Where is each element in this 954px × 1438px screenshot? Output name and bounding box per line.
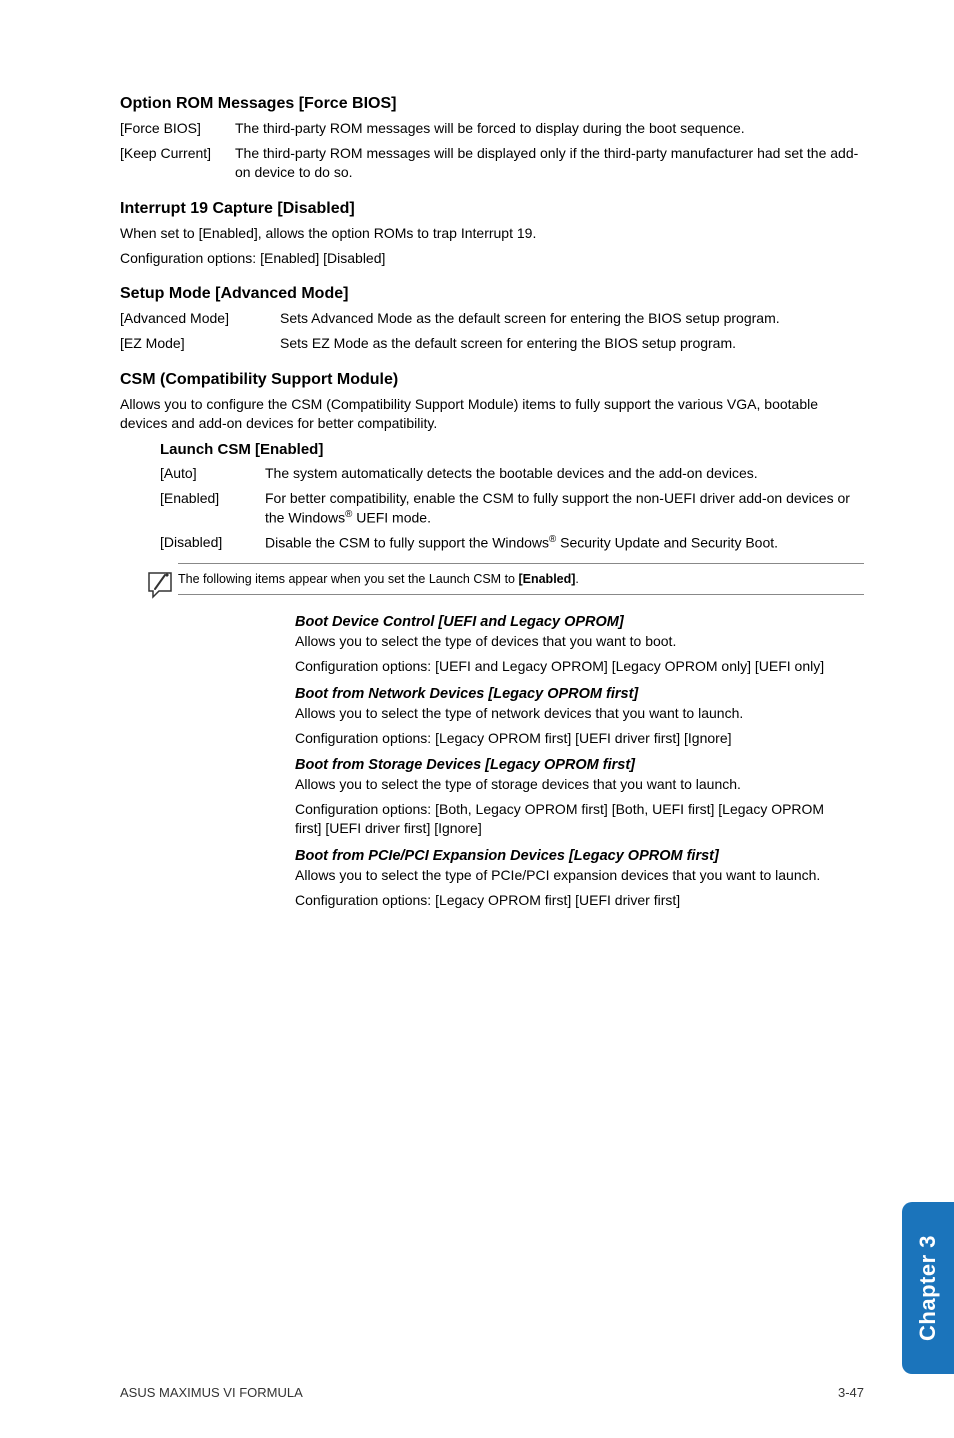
body-text: Configuration options: [Both, Legacy OPR…	[295, 800, 844, 838]
body-text: Allows you to select the type of storage…	[295, 775, 844, 794]
note-text: The following items appear when you set …	[178, 563, 864, 595]
option-value: Sets EZ Mode as the default screen for e…	[280, 334, 864, 353]
body-text: Allows you to configure the CSM (Compati…	[120, 395, 864, 433]
body-text: Configuration options: [Legacy OPROM fir…	[295, 729, 844, 748]
text-part: Security Update and Security Boot.	[556, 535, 778, 551]
option-row: [Auto] The system automatically detects …	[160, 464, 864, 483]
option-row: [Disabled] Disable the CSM to fully supp…	[160, 533, 864, 553]
body-text: When set to [Enabled], allows the option…	[120, 224, 864, 243]
option-key: [Enabled]	[160, 489, 265, 527]
body-text: Allows you to select the type of PCIe/PC…	[295, 866, 844, 885]
body-text: Configuration options: [UEFI and Legacy …	[295, 657, 844, 676]
boot-pcie-heading: Boot from PCIe/PCI Expansion Devices [Le…	[295, 848, 844, 864]
footer-left: ASUS MAXIMUS VI FORMULA	[120, 1385, 303, 1400]
note-text-part: .	[575, 572, 578, 586]
option-key: [EZ Mode]	[120, 334, 280, 353]
footer-right: 3-47	[838, 1385, 864, 1400]
body-text: Allows you to select the type of devices…	[295, 632, 844, 651]
csm-heading: CSM (Compatibility Support Module)	[120, 371, 864, 389]
boot-device-control-heading: Boot Device Control [UEFI and Legacy OPR…	[295, 614, 844, 630]
option-value: Sets Advanced Mode as the default screen…	[280, 309, 864, 328]
deep-options: Boot Device Control [UEFI and Legacy OPR…	[295, 614, 844, 910]
page-content: Option ROM Messages [Force BIOS] [Force …	[0, 0, 954, 910]
option-value: The third-party ROM messages will be for…	[235, 119, 864, 138]
boot-network-heading: Boot from Network Devices [Legacy OPROM …	[295, 686, 844, 702]
option-row: [Enabled] For better compatibility, enab…	[160, 489, 864, 527]
page-footer: ASUS MAXIMUS VI FORMULA 3-47	[120, 1385, 864, 1400]
note-text-part: The following items appear when you set …	[178, 572, 518, 586]
body-text: Configuration options: [Legacy OPROM fir…	[295, 891, 844, 910]
body-text: Configuration options: [Enabled] [Disabl…	[120, 249, 864, 268]
note-block: The following items appear when you set …	[120, 563, 864, 604]
option-value: The system automatically detects the boo…	[265, 464, 864, 483]
chapter-tab-label: Chapter 3	[915, 1235, 941, 1341]
text-part: Disable the CSM to fully support the Win…	[265, 535, 549, 551]
body-text: Allows you to select the type of network…	[295, 704, 844, 723]
note-icon	[120, 563, 178, 604]
option-key: [Disabled]	[160, 533, 265, 553]
option-key: [Force BIOS]	[120, 119, 235, 138]
option-key: [Keep Current]	[120, 144, 235, 182]
option-row: [Keep Current] The third-party ROM messa…	[120, 144, 864, 182]
option-row: [Force BIOS] The third-party ROM message…	[120, 119, 864, 138]
option-value: For better compatibility, enable the CSM…	[265, 489, 864, 527]
option-row: [EZ Mode] Sets EZ Mode as the default sc…	[120, 334, 864, 353]
option-key: [Auto]	[160, 464, 265, 483]
note-text-bold: [Enabled]	[518, 572, 575, 586]
option-row: [Advanced Mode] Sets Advanced Mode as th…	[120, 309, 864, 328]
launch-csm-heading: Launch CSM [Enabled]	[160, 441, 864, 458]
option-rom-heading: Option ROM Messages [Force BIOS]	[120, 95, 864, 113]
option-key: [Advanced Mode]	[120, 309, 280, 328]
setup-mode-heading: Setup Mode [Advanced Mode]	[120, 285, 864, 303]
text-part: UEFI mode.	[352, 509, 431, 525]
interrupt-heading: Interrupt 19 Capture [Disabled]	[120, 200, 864, 218]
chapter-tab: Chapter 3	[902, 1202, 954, 1374]
option-value: The third-party ROM messages will be dis…	[235, 144, 864, 182]
option-value: Disable the CSM to fully support the Win…	[265, 533, 864, 553]
boot-storage-heading: Boot from Storage Devices [Legacy OPROM …	[295, 757, 844, 773]
